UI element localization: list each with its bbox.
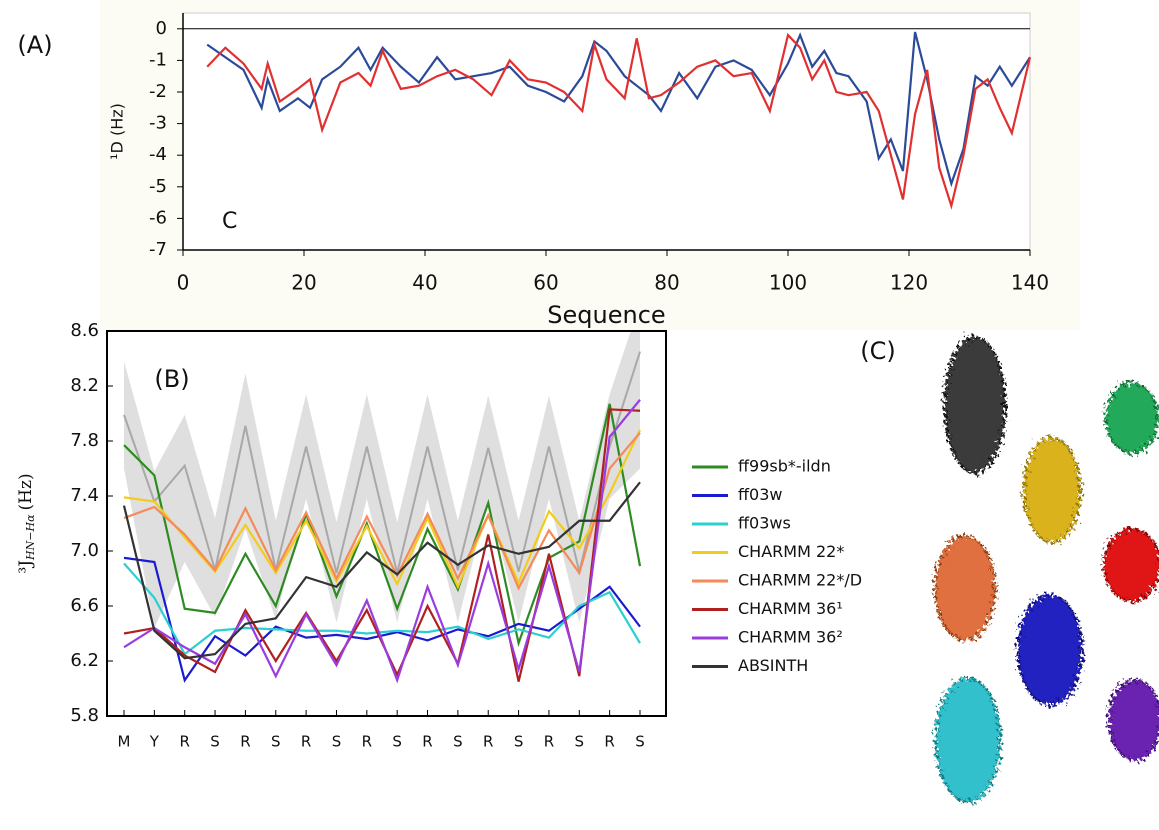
x-tick-label: 80	[654, 271, 679, 295]
legend-label: CHARMM 22*/D	[738, 571, 862, 590]
plot-area	[182, 12, 1031, 251]
y-axis-title-part: ³J	[16, 560, 36, 574]
y-tick-label: -3	[149, 113, 167, 134]
plot-content	[122, 331, 642, 684]
reference-line	[123, 351, 641, 574]
ensemble-ff03w	[1016, 593, 1084, 707]
panel-label: (C)	[860, 337, 895, 365]
y-tick-label: -5	[149, 176, 167, 197]
legend-label: ABSINTH	[738, 656, 808, 675]
y-tick-label: 8.6	[70, 320, 99, 341]
range-band	[124, 331, 640, 628]
annotation: C	[222, 209, 237, 234]
x-tick-label: S	[392, 733, 402, 751]
ensemble-ff99sb	[1104, 381, 1159, 455]
y-tick-label: 5.8	[70, 705, 99, 726]
x-tick-label: M	[118, 733, 131, 751]
x-tick-label: 20	[291, 271, 316, 295]
y-tick-label: 7.8	[70, 430, 99, 451]
x-tick-label: R	[240, 733, 250, 751]
x-axis-title: Sequence	[547, 301, 665, 329]
data-line	[123, 556, 641, 683]
ensemble-absinth	[943, 335, 1007, 475]
ensemble-charmm36-2	[1107, 678, 1159, 762]
legend-label: CHARMM 36²	[738, 628, 843, 647]
y-tick-label: -1	[149, 49, 167, 70]
y-axis-title: ¹D (Hz)	[108, 103, 127, 160]
x-tick-label: 120	[890, 271, 928, 295]
y-tick-label: -4	[149, 144, 167, 165]
panel-label: (A)	[17, 31, 52, 59]
data-line	[206, 31, 1031, 188]
data-line	[123, 399, 641, 684]
data-line	[206, 32, 1032, 210]
y-tick-label: -7	[149, 239, 167, 260]
x-tick-label: R	[483, 733, 493, 751]
x-tick-label: S	[575, 733, 585, 751]
x-tick-label: 100	[769, 271, 807, 295]
y-axis-title: ³JHN−Hα (Hz)	[16, 473, 38, 573]
x-tick-label: S	[635, 733, 645, 751]
x-tick-label: R	[544, 733, 554, 751]
x-tick-label: R	[179, 733, 189, 751]
x-tick-label: 0	[177, 271, 190, 295]
x-tick-label: R	[422, 733, 432, 751]
y-tick-label: 7.0	[70, 540, 99, 561]
ensemble-ff03ws	[934, 676, 1002, 804]
y-tick-label: 8.2	[70, 375, 99, 396]
legend-label: ff03w	[738, 485, 782, 504]
y-tick-label: -6	[149, 207, 167, 228]
data-line	[122, 481, 641, 660]
ensemble-charmm36-1	[1102, 527, 1159, 603]
y-axis-title-part: (Hz)	[16, 473, 36, 510]
y-tick-label: 0	[156, 18, 167, 39]
ensemble-charmm22d	[933, 534, 997, 642]
y-tick-label: 6.2	[70, 650, 99, 671]
y-tick-label: -2	[149, 81, 167, 102]
x-tick-label: S	[271, 733, 281, 751]
data-line	[123, 562, 641, 656]
x-tick-label: S	[332, 733, 342, 751]
legend-label: ff03ws	[738, 514, 791, 533]
x-tick-label: 140	[1011, 271, 1049, 295]
legend-label: CHARMM 22*	[738, 542, 844, 561]
y-tick-label: 6.6	[70, 595, 99, 616]
data-line	[123, 403, 642, 648]
y-axis-title-part: HN−Hα	[24, 514, 37, 561]
legend-label: CHARMM 36¹	[738, 599, 843, 618]
y-tick-label: 7.4	[70, 485, 99, 506]
x-tick-label: 40	[412, 271, 437, 295]
ensemble-images	[933, 335, 1159, 804]
x-tick-label: S	[453, 733, 463, 751]
x-tick-label: R	[301, 733, 311, 751]
x-tick-label: S	[210, 733, 220, 751]
ensemble-charmm22	[1022, 436, 1082, 544]
panel-label: (B)	[154, 365, 189, 393]
data-line	[123, 432, 641, 591]
x-tick-label: R	[362, 733, 372, 751]
x-tick-label: R	[604, 733, 614, 751]
x-tick-label: S	[514, 733, 524, 751]
x-tick-label: Y	[149, 733, 160, 751]
legend-label: ff99sb*-ildn	[738, 457, 831, 476]
plot-frame	[106, 330, 667, 717]
x-tick-label: 60	[533, 271, 558, 295]
